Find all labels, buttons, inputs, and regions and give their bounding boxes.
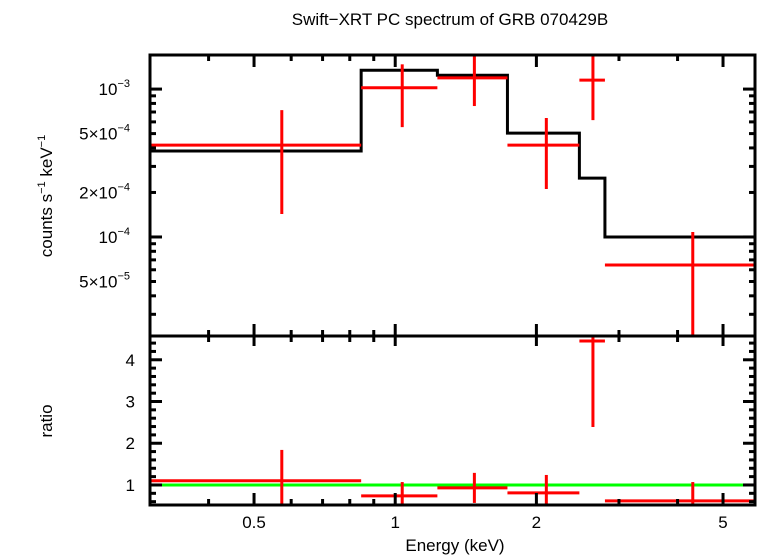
y-tick-base: 10 bbox=[99, 228, 118, 247]
ratio-y-tick-label: 3 bbox=[126, 393, 135, 412]
ratio-y-tick-label: 4 bbox=[126, 351, 135, 370]
y-tick-label: 5×10−5 bbox=[79, 270, 130, 291]
chart-title: Swift−XRT PC spectrum of GRB 070429B bbox=[292, 10, 608, 29]
y-tick-base: 10 bbox=[99, 272, 118, 291]
y-tick-exponent: −5 bbox=[117, 270, 130, 282]
y-tick-label: 5×10−4 bbox=[79, 123, 130, 144]
ratio-frame bbox=[148, 334, 757, 507]
ylabel-sup: −1 bbox=[36, 135, 48, 148]
ratio-y-tick-label: 1 bbox=[126, 476, 135, 495]
y-tick-base: 10 bbox=[99, 80, 118, 99]
y-tick-exponent: −4 bbox=[117, 123, 130, 135]
y-tick-exponent: −4 bbox=[117, 226, 130, 238]
model-step-line bbox=[150, 68, 755, 239]
x-tick-label: 1 bbox=[390, 513, 399, 532]
y-tick-mantissa: 5× bbox=[79, 272, 98, 291]
y-tick-mantissa: 2× bbox=[79, 183, 98, 202]
y-tick-mantissa: 5× bbox=[79, 125, 98, 144]
spectrum-frame bbox=[148, 53, 757, 338]
y-axis-label-top: counts s−1 keV−1 bbox=[36, 135, 56, 257]
y-tick-exponent: −4 bbox=[117, 181, 130, 193]
x-tick-label: 0.5 bbox=[242, 513, 266, 532]
y-tick-label: 10−3 bbox=[99, 78, 130, 99]
x-axis-label: Energy (keV) bbox=[405, 536, 504, 555]
ylabel-part: counts s bbox=[37, 194, 56, 257]
y-tick-base: 10 bbox=[99, 125, 118, 144]
x-tick-label: 5 bbox=[718, 513, 727, 532]
ratio-marks bbox=[150, 336, 755, 505]
y-tick-label: 10−4 bbox=[99, 226, 130, 247]
y-tick-exponent: −3 bbox=[117, 78, 130, 90]
x-tick-label: 2 bbox=[532, 513, 541, 532]
y-tick-base: 10 bbox=[99, 183, 118, 202]
spectrum-marks bbox=[150, 55, 755, 336]
ylabel-part: keV bbox=[37, 147, 56, 182]
y-tick-label: 2×10−4 bbox=[79, 181, 130, 202]
y-axis-label-bottom: ratio bbox=[37, 404, 56, 437]
ylabel-sup: −1 bbox=[36, 181, 48, 194]
ratio-y-tick-label: 2 bbox=[126, 434, 135, 453]
